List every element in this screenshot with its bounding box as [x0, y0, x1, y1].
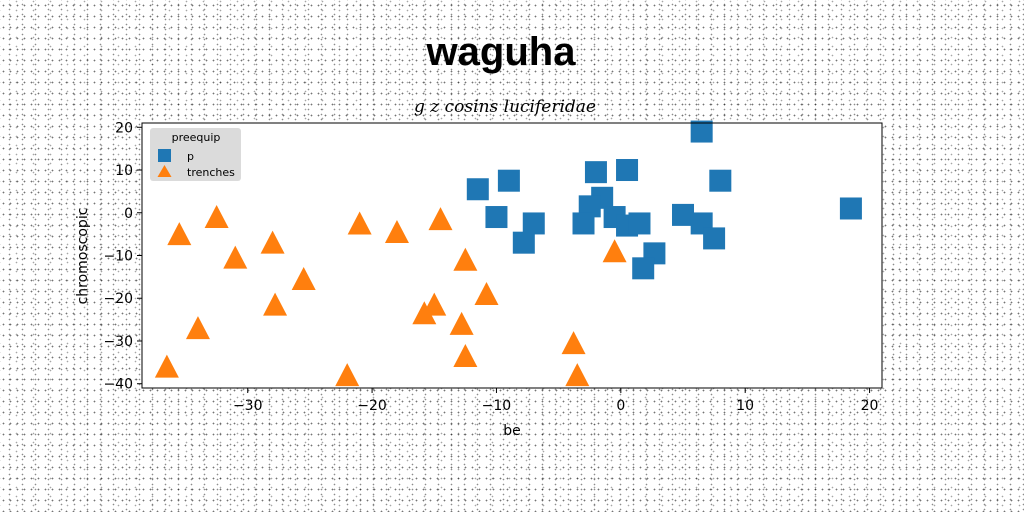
x-tick-label: 0	[616, 398, 625, 414]
x-tick-label: 20	[861, 398, 879, 414]
legend: preequip p trenches	[150, 128, 241, 181]
data-point-triangle	[449, 311, 474, 335]
y-axis-label: chromoscopic	[75, 208, 91, 305]
data-point-square	[703, 227, 726, 250]
y-tick-label: −40	[103, 377, 133, 393]
legend-box	[150, 128, 241, 181]
data-point-triangle	[474, 281, 499, 305]
data-point-square	[497, 169, 520, 192]
y-tick-label: 20	[115, 120, 133, 136]
y-tick-label: 0	[124, 206, 133, 222]
y-tick-label: −10	[103, 249, 133, 265]
data-point-triangle	[291, 267, 316, 291]
data-point-triangle	[260, 230, 285, 254]
data-point-triangle	[565, 363, 590, 387]
x-tick-label: −30	[233, 398, 263, 414]
data-point-triangle	[412, 301, 437, 325]
x-axis-label: be	[503, 423, 521, 439]
plot-area	[142, 123, 882, 388]
data-point-square	[616, 159, 639, 182]
data-point-square	[572, 212, 595, 235]
data-point-square	[512, 231, 535, 254]
chart-title: waguha	[426, 30, 577, 74]
legend-entry-trenches: trenches	[187, 166, 235, 179]
x-tick-label: −10	[482, 398, 512, 414]
legend-square-icon	[158, 149, 171, 162]
data-point-triangle	[335, 363, 360, 387]
data-point-square	[584, 161, 607, 184]
axis-ticks: −30 −20 −10 0 10 20 20 10 0 −10 −20 −30 −40	[103, 120, 878, 414]
legend-triangle-icon	[157, 165, 172, 177]
y-tick-label: 10	[115, 163, 133, 179]
data-point-square	[628, 212, 651, 235]
y-tick-label: −30	[103, 334, 133, 350]
data-point-square	[578, 195, 601, 218]
data-point-triangle	[154, 354, 179, 378]
x-tick-label: −20	[357, 398, 387, 414]
data-point-square	[690, 120, 713, 143]
data-point-square	[839, 197, 862, 220]
data-point-triangle	[263, 292, 288, 316]
data-point-square	[709, 169, 732, 192]
data-point-triangle	[167, 222, 192, 246]
data-point-square	[522, 212, 545, 235]
data-marks	[154, 120, 862, 387]
legend-entry-p: p	[187, 150, 194, 163]
data-point-triangle	[347, 211, 372, 235]
x-tick-label: 10	[736, 398, 754, 414]
chart-subtitle: g z cosins luciferidae	[414, 97, 596, 117]
data-point-triangle	[185, 316, 210, 340]
data-point-triangle	[602, 239, 627, 263]
data-point-square	[632, 257, 655, 280]
data-point-triangle	[453, 343, 478, 367]
legend-title: preequip	[172, 131, 221, 144]
y-tick-label: −20	[103, 291, 133, 307]
data-point-triangle	[223, 245, 248, 269]
data-point-triangle	[561, 331, 586, 355]
data-point-triangle	[428, 207, 453, 231]
data-point-triangle	[384, 219, 409, 243]
data-point-square	[466, 178, 489, 201]
data-point-triangle	[453, 247, 478, 271]
data-point-triangle	[204, 205, 229, 229]
data-point-square	[672, 203, 695, 226]
data-point-square	[485, 206, 508, 229]
